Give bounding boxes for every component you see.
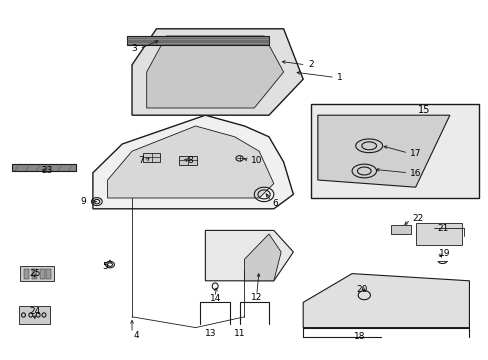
Text: 15: 15 [417,105,429,115]
Bar [415,223,461,245]
Bar [24,269,29,279]
Text: 9: 9 [81,197,86,206]
Polygon shape [93,115,293,209]
FancyBboxPatch shape [310,104,478,198]
Polygon shape [127,36,268,45]
Polygon shape [107,126,273,198]
Text: 22: 22 [411,215,423,223]
Polygon shape [142,153,160,162]
Polygon shape [244,234,281,281]
Polygon shape [132,29,303,115]
Text: 18: 18 [353,332,365,341]
Polygon shape [317,115,449,187]
Bar [46,269,51,279]
Polygon shape [146,36,283,108]
Text: 17: 17 [409,149,421,158]
Text: 3: 3 [131,44,137,53]
Text: 11: 11 [233,328,245,338]
Text: 24: 24 [29,307,41,316]
Polygon shape [12,164,76,171]
Text: 16: 16 [409,169,421,178]
Text: 21: 21 [437,224,448,233]
Text: 10: 10 [251,156,263,165]
Bar [32,269,37,279]
Bar [390,225,410,234]
Text: 4: 4 [133,331,139,340]
Bar [19,306,50,324]
Text: 5: 5 [102,262,108,271]
Polygon shape [179,156,197,165]
Text: 20: 20 [355,284,366,294]
Text: 13: 13 [204,328,216,338]
Bar [20,266,54,281]
Text: 1: 1 [337,73,343,82]
Polygon shape [303,274,468,328]
Text: 8: 8 [187,156,193,165]
Text: 25: 25 [29,269,41,278]
Text: 19: 19 [438,249,450,258]
Text: 6: 6 [272,199,278,208]
Text: 14: 14 [209,294,221,303]
Text: 23: 23 [41,166,53,175]
Text: 2: 2 [307,60,313,69]
Text: 7: 7 [138,156,144,165]
Polygon shape [205,230,293,281]
Bar [40,269,45,279]
Text: 12: 12 [250,292,262,302]
